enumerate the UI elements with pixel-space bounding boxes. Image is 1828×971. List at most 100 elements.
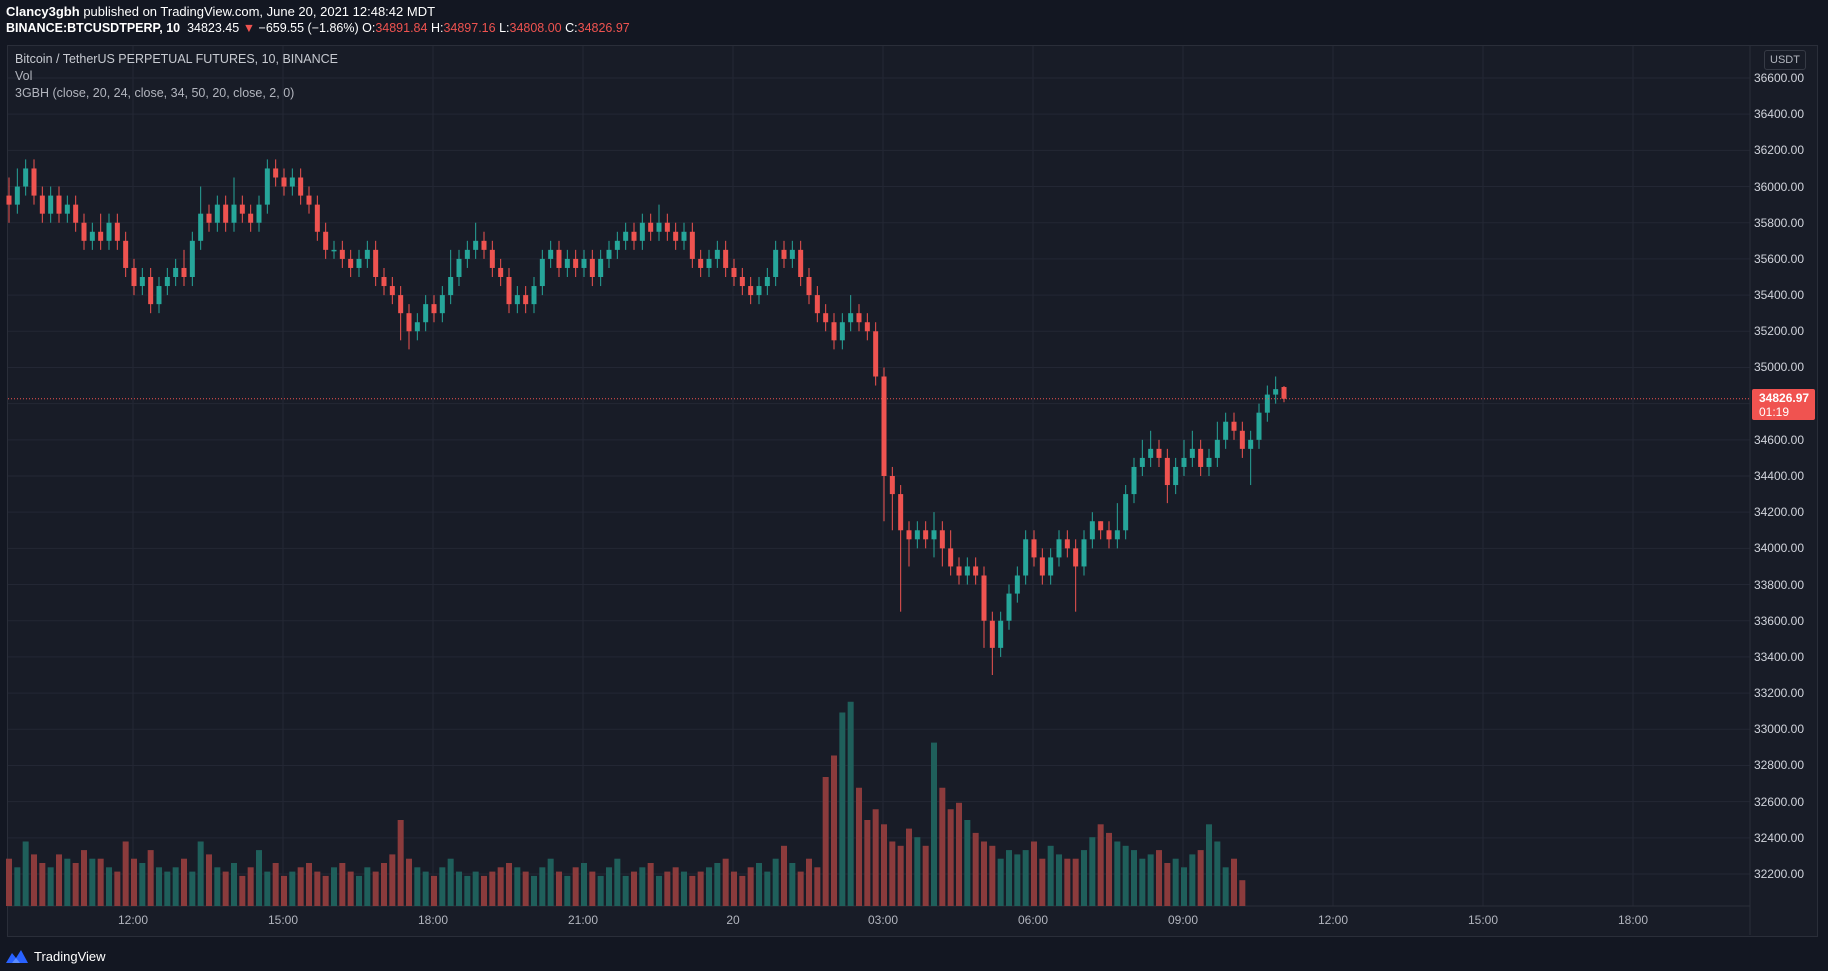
candle-body <box>23 168 29 187</box>
volume-bar <box>64 858 71 906</box>
volume-bar <box>1181 867 1187 906</box>
volume-bar <box>497 867 504 906</box>
candle-body <box>214 204 220 223</box>
price-tick-label: 35400.00 <box>1753 288 1804 303</box>
candle-body <box>1056 539 1062 558</box>
volume-bar <box>339 863 346 906</box>
candle-body <box>223 204 229 223</box>
volume-bar <box>839 712 846 906</box>
volume-bar <box>947 809 954 906</box>
candle-body <box>1148 448 1154 458</box>
volume-bar <box>447 858 454 906</box>
candle-body <box>631 231 637 241</box>
volume-bar <box>731 871 737 906</box>
volume-bar <box>114 871 121 906</box>
candle-body <box>1048 557 1054 576</box>
candle-body <box>1189 448 1195 458</box>
candle-body <box>781 249 787 259</box>
volume-bar <box>397 820 404 906</box>
low-label: L: <box>499 21 510 35</box>
price-tick-label: 35600.00 <box>1753 251 1804 266</box>
candle-body <box>64 204 70 214</box>
volume-bar <box>214 867 221 906</box>
candle-body <box>289 177 295 187</box>
volume-bar <box>1014 854 1021 906</box>
candle-body <box>689 231 695 259</box>
time-tick-label: 03:00 <box>867 913 899 927</box>
candle-body <box>806 277 812 296</box>
candle-body <box>848 313 854 323</box>
price-tick-label: 34200.00 <box>1753 505 1804 520</box>
candle-body <box>1014 575 1020 594</box>
currency-button[interactable]: USDT <box>1764 50 1806 70</box>
candle-body <box>481 240 487 250</box>
candle-body <box>381 277 387 287</box>
volume-bar <box>1006 850 1012 906</box>
chart-title: Bitcoin / TetherUS PERPETUAL FUTURES, 10… <box>15 52 339 66</box>
volume-bar <box>531 875 537 906</box>
volume-bar <box>364 867 371 906</box>
candle-body <box>606 249 612 259</box>
candle-body <box>514 295 520 305</box>
volume-bar <box>522 871 529 906</box>
open-label: O: <box>362 21 376 35</box>
volume-bar <box>706 867 712 906</box>
price-tick-label: 32400.00 <box>1753 830 1804 845</box>
volume-bar <box>1222 867 1229 906</box>
candle-body <box>881 376 887 476</box>
candle-body <box>473 240 479 250</box>
volume-bar <box>1097 824 1104 906</box>
volume-bar <box>439 867 446 906</box>
candle-body <box>706 258 712 268</box>
candle-body <box>148 277 154 305</box>
candle-body <box>1273 389 1279 395</box>
high-label: H: <box>430 21 444 35</box>
volume-bar <box>1047 845 1054 906</box>
volume-bar <box>1031 841 1037 906</box>
volume-bar <box>39 863 46 906</box>
candle-body <box>1123 494 1129 531</box>
volume-bar <box>81 850 87 906</box>
candle-body <box>598 258 604 277</box>
candle-body <box>73 204 79 223</box>
candle-body <box>839 322 845 341</box>
volume-legend: Vol <box>15 69 33 83</box>
candle-body <box>181 267 187 277</box>
volume-bar <box>572 867 579 906</box>
candle-body <box>573 258 579 268</box>
volume-bar <box>656 875 662 906</box>
price-tick-label: 36000.00 <box>1753 179 1804 194</box>
candle-body <box>814 295 820 314</box>
candle-body <box>323 231 329 250</box>
volume-bar <box>306 863 312 906</box>
candle-body <box>1023 539 1029 576</box>
volume-bar <box>422 871 429 906</box>
candle-body <box>298 177 304 196</box>
candle-body <box>1098 521 1104 531</box>
candle-body <box>131 267 137 287</box>
author-name[interactable]: Clancy3gbh <box>6 4 80 19</box>
tradingview-brand[interactable]: TradingView <box>6 946 106 966</box>
candle-body <box>406 313 412 332</box>
volume-bar <box>331 867 337 906</box>
candle-body <box>273 168 279 178</box>
volume-bar <box>381 863 387 906</box>
volume-bar <box>897 845 904 906</box>
volume-bar <box>22 841 29 906</box>
candle-body <box>98 231 104 241</box>
candle-body <box>156 286 162 305</box>
volume-bar <box>431 875 437 906</box>
publish-header: Clancy3gbh published on TradingView.com,… <box>0 0 1828 42</box>
volume-bar <box>56 854 62 906</box>
change-arrow-icon: ▼ <box>242 21 256 35</box>
volume-bar <box>164 871 171 906</box>
candle-body <box>81 222 87 241</box>
candle-body <box>1081 539 1087 567</box>
volume-bar <box>856 787 862 906</box>
candle-body <box>1181 457 1187 467</box>
volume-bar <box>514 867 521 906</box>
candle-body <box>6 195 12 205</box>
price-tick-label: 36600.00 <box>1753 71 1804 85</box>
candle-body <box>831 322 837 341</box>
